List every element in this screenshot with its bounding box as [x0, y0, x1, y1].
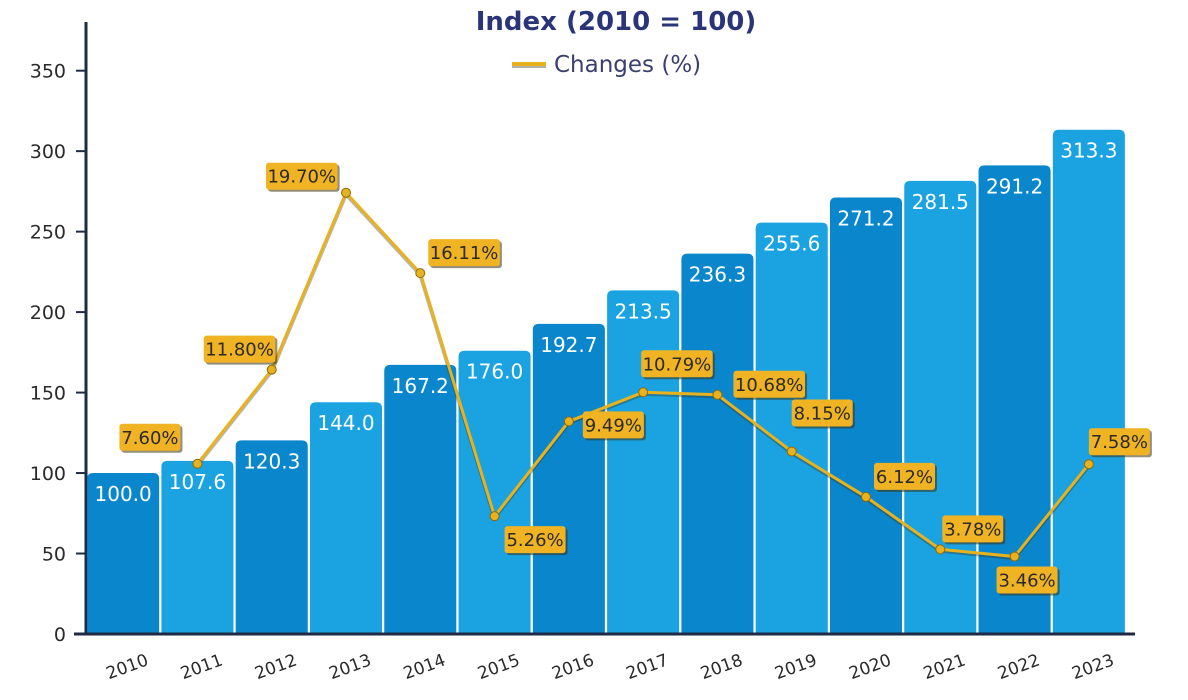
x-tick-label: 2011	[178, 651, 225, 685]
bar-2016	[532, 323, 605, 634]
bar-2014	[384, 364, 457, 634]
x-tick-label: 2010	[104, 651, 151, 685]
bar-value-label: 144.0	[317, 411, 374, 435]
change-labels: 7.60% 11.80% 19.70% 16.11% 5.26% 9.49% 10.79% 1…	[119, 162, 1152, 596]
x-tick-label: 2016	[549, 651, 596, 685]
bar-value-label: 281.5	[912, 190, 969, 214]
bar-value-label: 120.3	[243, 449, 300, 473]
changes-point	[1009, 551, 1020, 562]
bar-value-label: 100.0	[95, 482, 152, 506]
changes-point	[266, 364, 277, 375]
change-label: 16.11%	[430, 243, 499, 264]
change-label-box	[504, 526, 566, 554]
bar-value-label: 271.2	[837, 207, 894, 231]
bar-value-label: 176.0	[466, 360, 523, 384]
bar-2019	[755, 222, 828, 634]
x-tick-label: 2012	[252, 651, 299, 685]
changes-point	[563, 416, 574, 427]
bar-value-label: 236.3	[689, 263, 746, 287]
changes-point	[638, 387, 649, 398]
x-tick-label: 2014	[401, 651, 448, 685]
x-tick-label: 2015	[475, 651, 522, 685]
bar-2023	[1052, 129, 1125, 634]
bar-2022	[978, 165, 1051, 634]
bar-value-label: 291.2	[986, 174, 1043, 198]
changes-line	[192, 187, 1094, 562]
x-tick-label: 2023	[1069, 651, 1116, 685]
change-label: 8.15%	[794, 403, 851, 424]
y-tick-label: 0	[54, 624, 66, 646]
changes-point	[192, 458, 203, 469]
x-tick-label: 2020	[847, 651, 894, 685]
x-tick-label: 2022	[995, 651, 1042, 685]
change-label-box	[641, 350, 713, 378]
bar-value-label: 255.6	[763, 232, 820, 256]
bar-value-label: 192.7	[540, 333, 597, 357]
change-label-box	[791, 399, 853, 427]
x-tick-labels: 2010 2011 2012 2013 2014 2015 2016 2017 2018 2019…	[104, 651, 1117, 685]
y-tick-label: 350	[30, 61, 66, 83]
y-tick-label: 250	[30, 222, 66, 244]
change-label: 3.78%	[944, 519, 1001, 540]
bar-value-label: 313.3	[1060, 139, 1117, 163]
x-tick-label: 2021	[921, 651, 968, 685]
change-label-box	[119, 423, 181, 451]
chart-title: Index (2010 = 100)	[476, 7, 757, 37]
change-label-box	[266, 162, 338, 190]
changes-point	[489, 511, 500, 522]
x-tick-label: 2019	[772, 651, 819, 685]
y-tick-label: 50	[42, 544, 66, 566]
change-label-box	[203, 335, 276, 363]
bar-value-label: 107.6	[169, 470, 226, 494]
bar-2010	[87, 473, 160, 634]
bar-value-label: 167.2	[392, 374, 449, 398]
change-label: 9.49%	[585, 415, 642, 436]
changes-point	[415, 268, 426, 279]
y-tick-label: 200	[30, 302, 66, 324]
change-label: 10.68%	[735, 375, 804, 396]
change-label-box	[582, 411, 644, 439]
changes-point	[712, 389, 723, 400]
changes-point	[786, 446, 797, 457]
y-tick-labels: 0 50 100 150 200 250 300 350	[30, 61, 86, 646]
change-label: 10.79%	[643, 354, 712, 375]
bar-labels: 100.0 107.6 120.3 144.0 167.2 176.0 192.7 213.5…	[95, 139, 1118, 506]
change-label-box	[1088, 428, 1150, 456]
bar-2011	[161, 460, 234, 634]
y-tick-label: 300	[30, 141, 66, 163]
bar-2018	[681, 253, 754, 634]
change-label-box	[996, 566, 1058, 594]
change-label: 11.80%	[205, 340, 274, 361]
changes-point	[341, 187, 351, 198]
x-tick-label: 2018	[698, 651, 745, 685]
change-label: 7.58%	[1091, 432, 1148, 453]
bar-2015	[458, 350, 531, 634]
y-tick-label: 100	[30, 463, 66, 485]
legend: Changes (%)	[512, 52, 701, 78]
y-tick-label: 150	[30, 383, 66, 405]
bar-2012	[235, 440, 308, 634]
changes-point	[935, 544, 946, 555]
x-tick-label: 2017	[624, 651, 671, 685]
bar-2017	[607, 290, 680, 634]
bar-2020	[829, 197, 903, 634]
change-label-box	[942, 515, 1004, 543]
bar-2013	[309, 402, 383, 634]
change-label-box	[428, 239, 500, 267]
bar-2021	[904, 180, 977, 634]
changes-point	[1083, 459, 1094, 470]
bar-value-label: 213.5	[615, 299, 672, 323]
change-label: 7.60%	[121, 428, 178, 449]
change-label: 19.70%	[267, 167, 336, 188]
changes-point	[861, 491, 871, 502]
change-label: 3.46%	[998, 570, 1055, 591]
change-label-box	[733, 370, 806, 398]
x-tick-label: 2013	[327, 651, 374, 685]
legend-label: Changes (%)	[554, 52, 701, 78]
change-label-box	[874, 462, 935, 490]
change-label: 6.12%	[876, 467, 933, 488]
change-label: 5.26%	[506, 530, 563, 551]
bars	[87, 129, 1125, 634]
